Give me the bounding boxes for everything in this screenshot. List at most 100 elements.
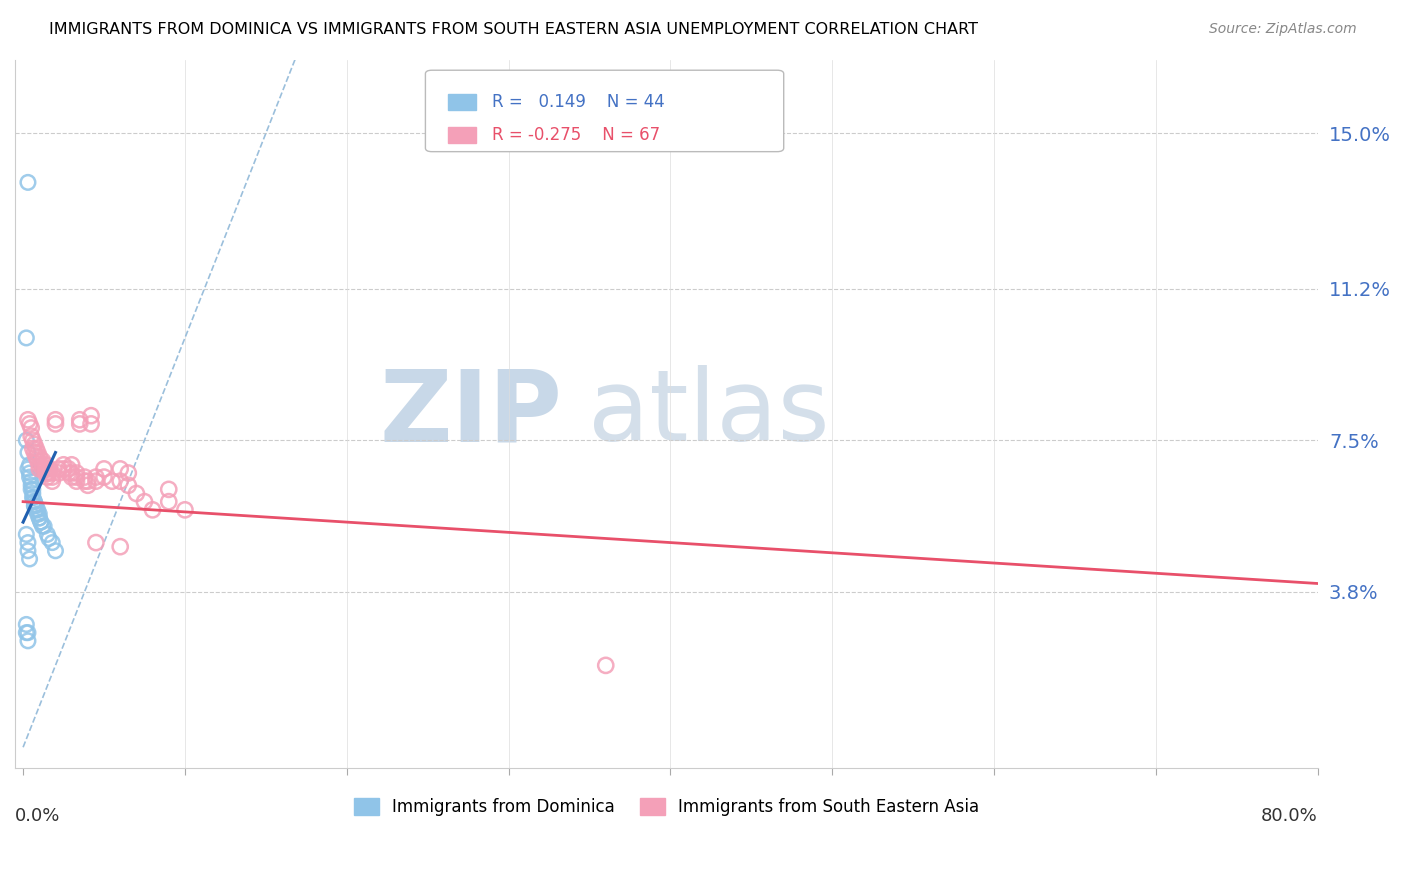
- Point: [157, 494, 180, 508]
- Text: atlas: atlas: [588, 365, 830, 462]
- Point: [69, 417, 91, 431]
- Point: [157, 483, 180, 497]
- Legend: Immigrants from Dominica, Immigrants from South Eastern Asia: Immigrants from Dominica, Immigrants fro…: [347, 791, 986, 823]
- Point: [21, 483, 44, 497]
- Point: [125, 486, 148, 500]
- Point: [18, 466, 41, 480]
- Point: [28, 458, 51, 472]
- Point: [73, 474, 96, 488]
- Point: [20, 429, 42, 443]
- Point: [31, 454, 53, 468]
- Point: [31, 462, 53, 476]
- Point: [117, 466, 139, 480]
- Point: [17, 462, 39, 476]
- Point: [25, 499, 48, 513]
- Point: [58, 466, 80, 480]
- Point: [48, 466, 70, 480]
- Point: [134, 494, 156, 508]
- Point: [21, 491, 44, 505]
- Point: [15, 527, 38, 541]
- Point: [84, 474, 107, 488]
- Point: [41, 470, 63, 484]
- Point: [84, 470, 107, 484]
- Point: [17, 625, 39, 640]
- Point: [28, 511, 51, 525]
- Point: [65, 466, 87, 480]
- Point: [18, 417, 41, 431]
- Point: [37, 527, 59, 541]
- Point: [20, 421, 42, 435]
- Point: [44, 413, 66, 427]
- Point: [28, 450, 51, 464]
- Point: [108, 540, 131, 554]
- Point: [25, 503, 48, 517]
- Point: [27, 445, 49, 459]
- Point: [93, 462, 115, 476]
- Point: [65, 470, 87, 484]
- Point: [80, 417, 103, 431]
- Point: [58, 462, 80, 476]
- Point: [27, 507, 49, 521]
- Point: [22, 445, 45, 459]
- Point: [73, 470, 96, 484]
- Point: [52, 458, 75, 472]
- Point: [76, 478, 98, 492]
- Point: [17, 543, 39, 558]
- Point: [25, 442, 48, 456]
- Point: [17, 413, 39, 427]
- Point: [174, 503, 197, 517]
- Point: [15, 625, 38, 640]
- Point: [15, 331, 38, 345]
- Point: [31, 519, 53, 533]
- Text: R = -0.275    N = 67: R = -0.275 N = 67: [492, 126, 659, 144]
- Point: [17, 633, 39, 648]
- Point: [17, 535, 39, 549]
- Point: [117, 478, 139, 492]
- Point: [93, 470, 115, 484]
- Point: [41, 535, 63, 549]
- Text: IMMIGRANTS FROM DOMINICA VS IMMIGRANTS FROM SOUTH EASTERN ASIA UNEMPLOYMENT CORR: IMMIGRANTS FROM DOMINICA VS IMMIGRANTS F…: [49, 22, 979, 37]
- Point: [27, 454, 49, 468]
- Point: [48, 462, 70, 476]
- Point: [22, 494, 45, 508]
- Point: [28, 511, 51, 525]
- Point: [35, 466, 58, 480]
- Point: [595, 658, 617, 673]
- Point: [31, 458, 53, 472]
- Point: [37, 470, 59, 484]
- Point: [15, 617, 38, 632]
- Point: [25, 503, 48, 517]
- Point: [22, 494, 45, 508]
- Point: [60, 466, 83, 480]
- Point: [101, 474, 124, 488]
- Point: [44, 417, 66, 431]
- Point: [52, 462, 75, 476]
- FancyBboxPatch shape: [447, 95, 477, 110]
- Point: [18, 458, 41, 472]
- Text: 0.0%: 0.0%: [15, 806, 60, 824]
- Point: [32, 519, 55, 533]
- Point: [18, 470, 41, 484]
- Text: ZIP: ZIP: [380, 365, 562, 462]
- Point: [21, 486, 44, 500]
- Point: [35, 462, 58, 476]
- Point: [21, 442, 44, 456]
- Point: [80, 409, 103, 423]
- Point: [17, 445, 39, 459]
- Point: [15, 434, 38, 448]
- Point: [84, 535, 107, 549]
- Point: [25, 450, 48, 464]
- Point: [35, 458, 58, 472]
- Point: [44, 543, 66, 558]
- Text: Source: ZipAtlas.com: Source: ZipAtlas.com: [1209, 22, 1357, 37]
- FancyBboxPatch shape: [447, 127, 477, 143]
- Text: R =   0.149    N = 44: R = 0.149 N = 44: [492, 93, 665, 111]
- Point: [37, 462, 59, 476]
- Point: [65, 474, 87, 488]
- Point: [69, 413, 91, 427]
- Point: [22, 499, 45, 513]
- Point: [28, 462, 51, 476]
- Point: [41, 466, 63, 480]
- Point: [27, 503, 49, 517]
- Point: [108, 474, 131, 488]
